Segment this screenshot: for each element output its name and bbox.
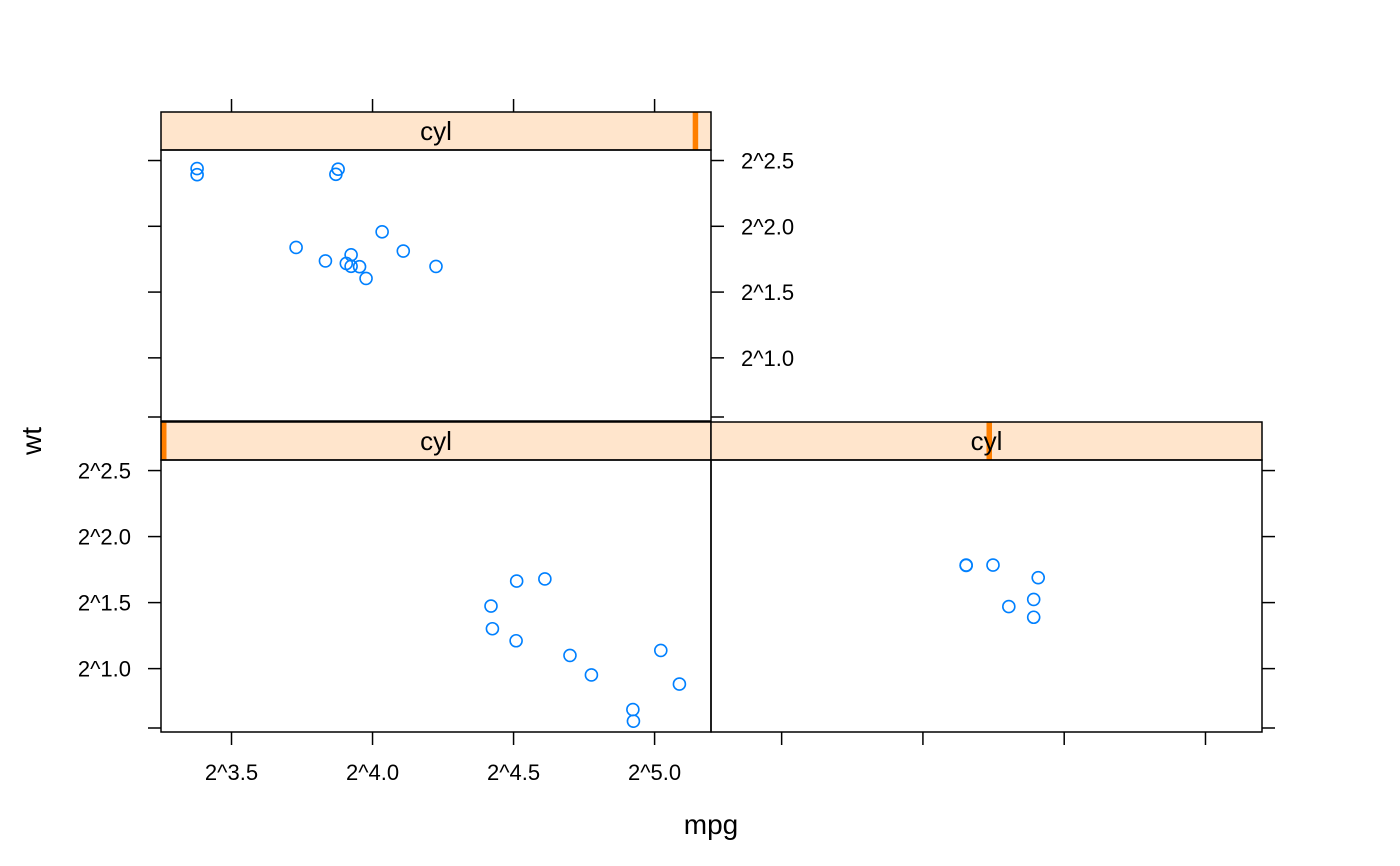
data-point xyxy=(1031,570,1046,585)
strip-label: cyl xyxy=(420,116,452,146)
data-point xyxy=(484,599,498,613)
panel-3: cyl xyxy=(160,111,712,422)
strip-label: cyl xyxy=(971,426,1003,456)
data-point xyxy=(289,240,303,255)
data-point xyxy=(626,714,641,728)
panel-border xyxy=(160,149,712,422)
data-point xyxy=(485,621,500,636)
strip-background xyxy=(161,422,711,460)
strip-level-indicator xyxy=(692,112,699,150)
y-axis-title: wt xyxy=(16,427,47,456)
data-point xyxy=(359,271,373,286)
y-tick-label: 2^1.0 xyxy=(741,346,794,371)
data-point xyxy=(1002,599,1016,614)
data-point xyxy=(1026,592,1041,607)
data-point xyxy=(626,702,640,717)
data-point xyxy=(509,574,524,588)
y-tick-label: 2^2.5 xyxy=(741,149,794,174)
y-tick-label: 2^2.0 xyxy=(78,525,131,550)
data-point xyxy=(375,225,389,239)
strip-background xyxy=(161,112,711,150)
data-point xyxy=(672,677,687,691)
y-tick-label: 2^2.5 xyxy=(78,459,131,484)
panels-layer: cyl cyl cyl xyxy=(160,111,1263,733)
strip-level-indicator xyxy=(161,422,167,460)
data-point xyxy=(352,259,367,274)
data-point xyxy=(318,254,333,268)
y-tick-label: 2^1.5 xyxy=(741,280,794,305)
x-tick-label: 2^4.5 xyxy=(487,760,540,785)
data-point xyxy=(959,558,973,572)
x-tick-label: 2^3.5 xyxy=(205,760,258,785)
x-tick-label: 2^5.0 xyxy=(628,760,681,785)
data-point xyxy=(1026,610,1041,625)
x-axis-title: mpg xyxy=(684,809,738,840)
panel-border xyxy=(160,459,712,733)
panel-1: cyl xyxy=(160,421,712,733)
strip-level-indicator xyxy=(986,422,993,460)
data-point xyxy=(331,162,345,177)
y-tick-label: 2^1.0 xyxy=(78,657,131,682)
x-tick-label: 2^4.0 xyxy=(346,760,399,785)
y-tick-label: 2^2.0 xyxy=(741,214,794,239)
data-point xyxy=(509,633,523,648)
data-point xyxy=(584,668,599,682)
data-point xyxy=(190,167,204,182)
panel-border xyxy=(710,459,1263,733)
data-point xyxy=(986,558,1000,572)
panel-2: cyl xyxy=(710,421,1263,733)
data-point xyxy=(190,161,204,176)
strip-label: cyl xyxy=(420,426,452,456)
data-point xyxy=(653,643,668,658)
data-point xyxy=(538,572,552,586)
axes-layer: 2^3.5 2^4.0 2^4.5 2^5.0 2^1.0 2^1.5 2^2.0 2^2.5… xyxy=(78,99,1275,785)
data-point xyxy=(563,648,577,663)
y-tick-label: 2^1.5 xyxy=(78,591,131,616)
data-point xyxy=(429,259,443,274)
data-point xyxy=(396,244,411,258)
data-point xyxy=(344,259,358,274)
